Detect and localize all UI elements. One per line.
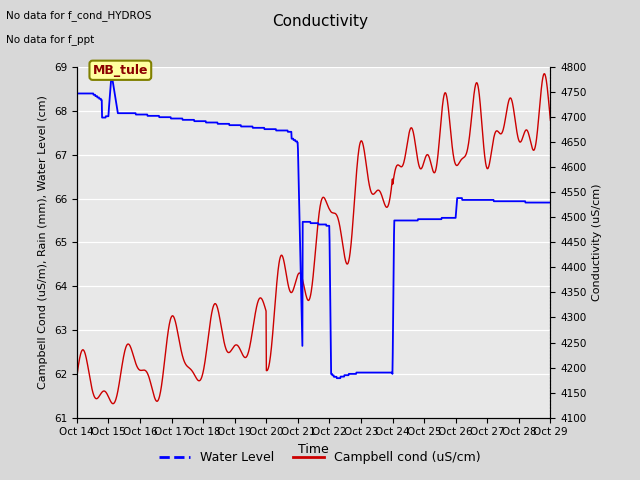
Text: Conductivity: Conductivity xyxy=(272,14,368,29)
Y-axis label: Conductivity (uS/cm): Conductivity (uS/cm) xyxy=(592,184,602,301)
Y-axis label: Campbell Cond (uS/m), Rain (mm), Water Level (cm): Campbell Cond (uS/m), Rain (mm), Water L… xyxy=(38,96,48,389)
Text: MB_tule: MB_tule xyxy=(93,64,148,77)
X-axis label: Time: Time xyxy=(298,443,329,456)
Text: No data for f_ppt: No data for f_ppt xyxy=(6,34,95,45)
Legend: Water Level, Campbell cond (uS/cm): Water Level, Campbell cond (uS/cm) xyxy=(154,446,486,469)
Text: No data for f_cond_HYDROS: No data for f_cond_HYDROS xyxy=(6,10,152,21)
